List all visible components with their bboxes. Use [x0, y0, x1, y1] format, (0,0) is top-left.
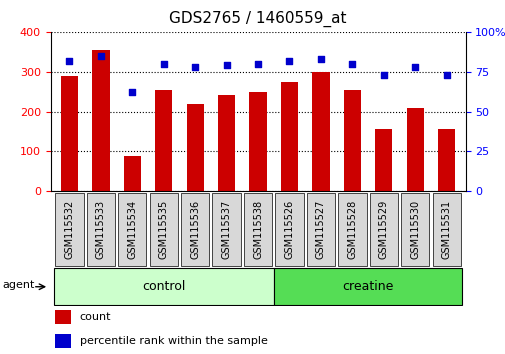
Text: GSM115532: GSM115532: [64, 200, 74, 259]
FancyBboxPatch shape: [306, 193, 334, 266]
Bar: [280, 82, 297, 191]
FancyBboxPatch shape: [400, 193, 429, 266]
FancyBboxPatch shape: [275, 193, 303, 266]
FancyBboxPatch shape: [369, 193, 397, 266]
Text: percentile rank within the sample: percentile rank within the sample: [79, 336, 267, 346]
Text: GSM115527: GSM115527: [315, 200, 325, 259]
Text: GSM115528: GSM115528: [346, 200, 357, 259]
Point: [379, 72, 387, 78]
Bar: [92, 50, 109, 191]
Text: GSM115529: GSM115529: [378, 200, 388, 259]
Text: GSM115537: GSM115537: [221, 200, 231, 259]
Text: control: control: [142, 280, 185, 293]
Bar: [312, 73, 329, 191]
Bar: [55, 310, 71, 324]
Point: [411, 64, 419, 70]
FancyBboxPatch shape: [181, 193, 209, 266]
Text: GSM115530: GSM115530: [410, 200, 419, 259]
Text: agent: agent: [3, 280, 35, 290]
Point: [347, 61, 356, 67]
Bar: [155, 90, 172, 191]
Point: [160, 61, 168, 67]
Point: [65, 58, 73, 63]
FancyBboxPatch shape: [55, 193, 83, 266]
Text: GSM115536: GSM115536: [190, 200, 200, 259]
Bar: [273, 268, 462, 306]
Text: GSM115538: GSM115538: [252, 200, 263, 259]
Bar: [249, 92, 266, 191]
Bar: [61, 76, 78, 191]
FancyBboxPatch shape: [149, 193, 178, 266]
Point: [96, 53, 105, 58]
FancyBboxPatch shape: [118, 193, 146, 266]
Point: [316, 56, 324, 62]
Point: [285, 58, 293, 63]
FancyBboxPatch shape: [243, 193, 272, 266]
Bar: [437, 130, 454, 191]
Point: [191, 64, 199, 70]
Bar: [55, 334, 71, 348]
Text: GSM115533: GSM115533: [96, 200, 106, 259]
Point: [128, 90, 136, 95]
Bar: [374, 130, 392, 191]
FancyBboxPatch shape: [86, 193, 115, 266]
Text: GSM115535: GSM115535: [159, 200, 169, 259]
Text: GSM115534: GSM115534: [127, 200, 137, 259]
Bar: [218, 95, 235, 191]
Point: [222, 62, 230, 68]
Bar: [186, 104, 204, 191]
Point: [254, 61, 262, 67]
Text: GSM115531: GSM115531: [441, 200, 451, 259]
Text: creatine: creatine: [342, 280, 393, 293]
FancyBboxPatch shape: [337, 193, 366, 266]
Text: count: count: [79, 312, 111, 322]
FancyBboxPatch shape: [432, 193, 460, 266]
Text: GDS2765 / 1460559_at: GDS2765 / 1460559_at: [169, 11, 346, 27]
Text: GSM115526: GSM115526: [284, 200, 294, 259]
Point: [442, 72, 450, 78]
Bar: [54, 268, 273, 306]
Bar: [123, 156, 141, 191]
FancyBboxPatch shape: [212, 193, 240, 266]
Bar: [343, 90, 360, 191]
Bar: [406, 108, 423, 191]
